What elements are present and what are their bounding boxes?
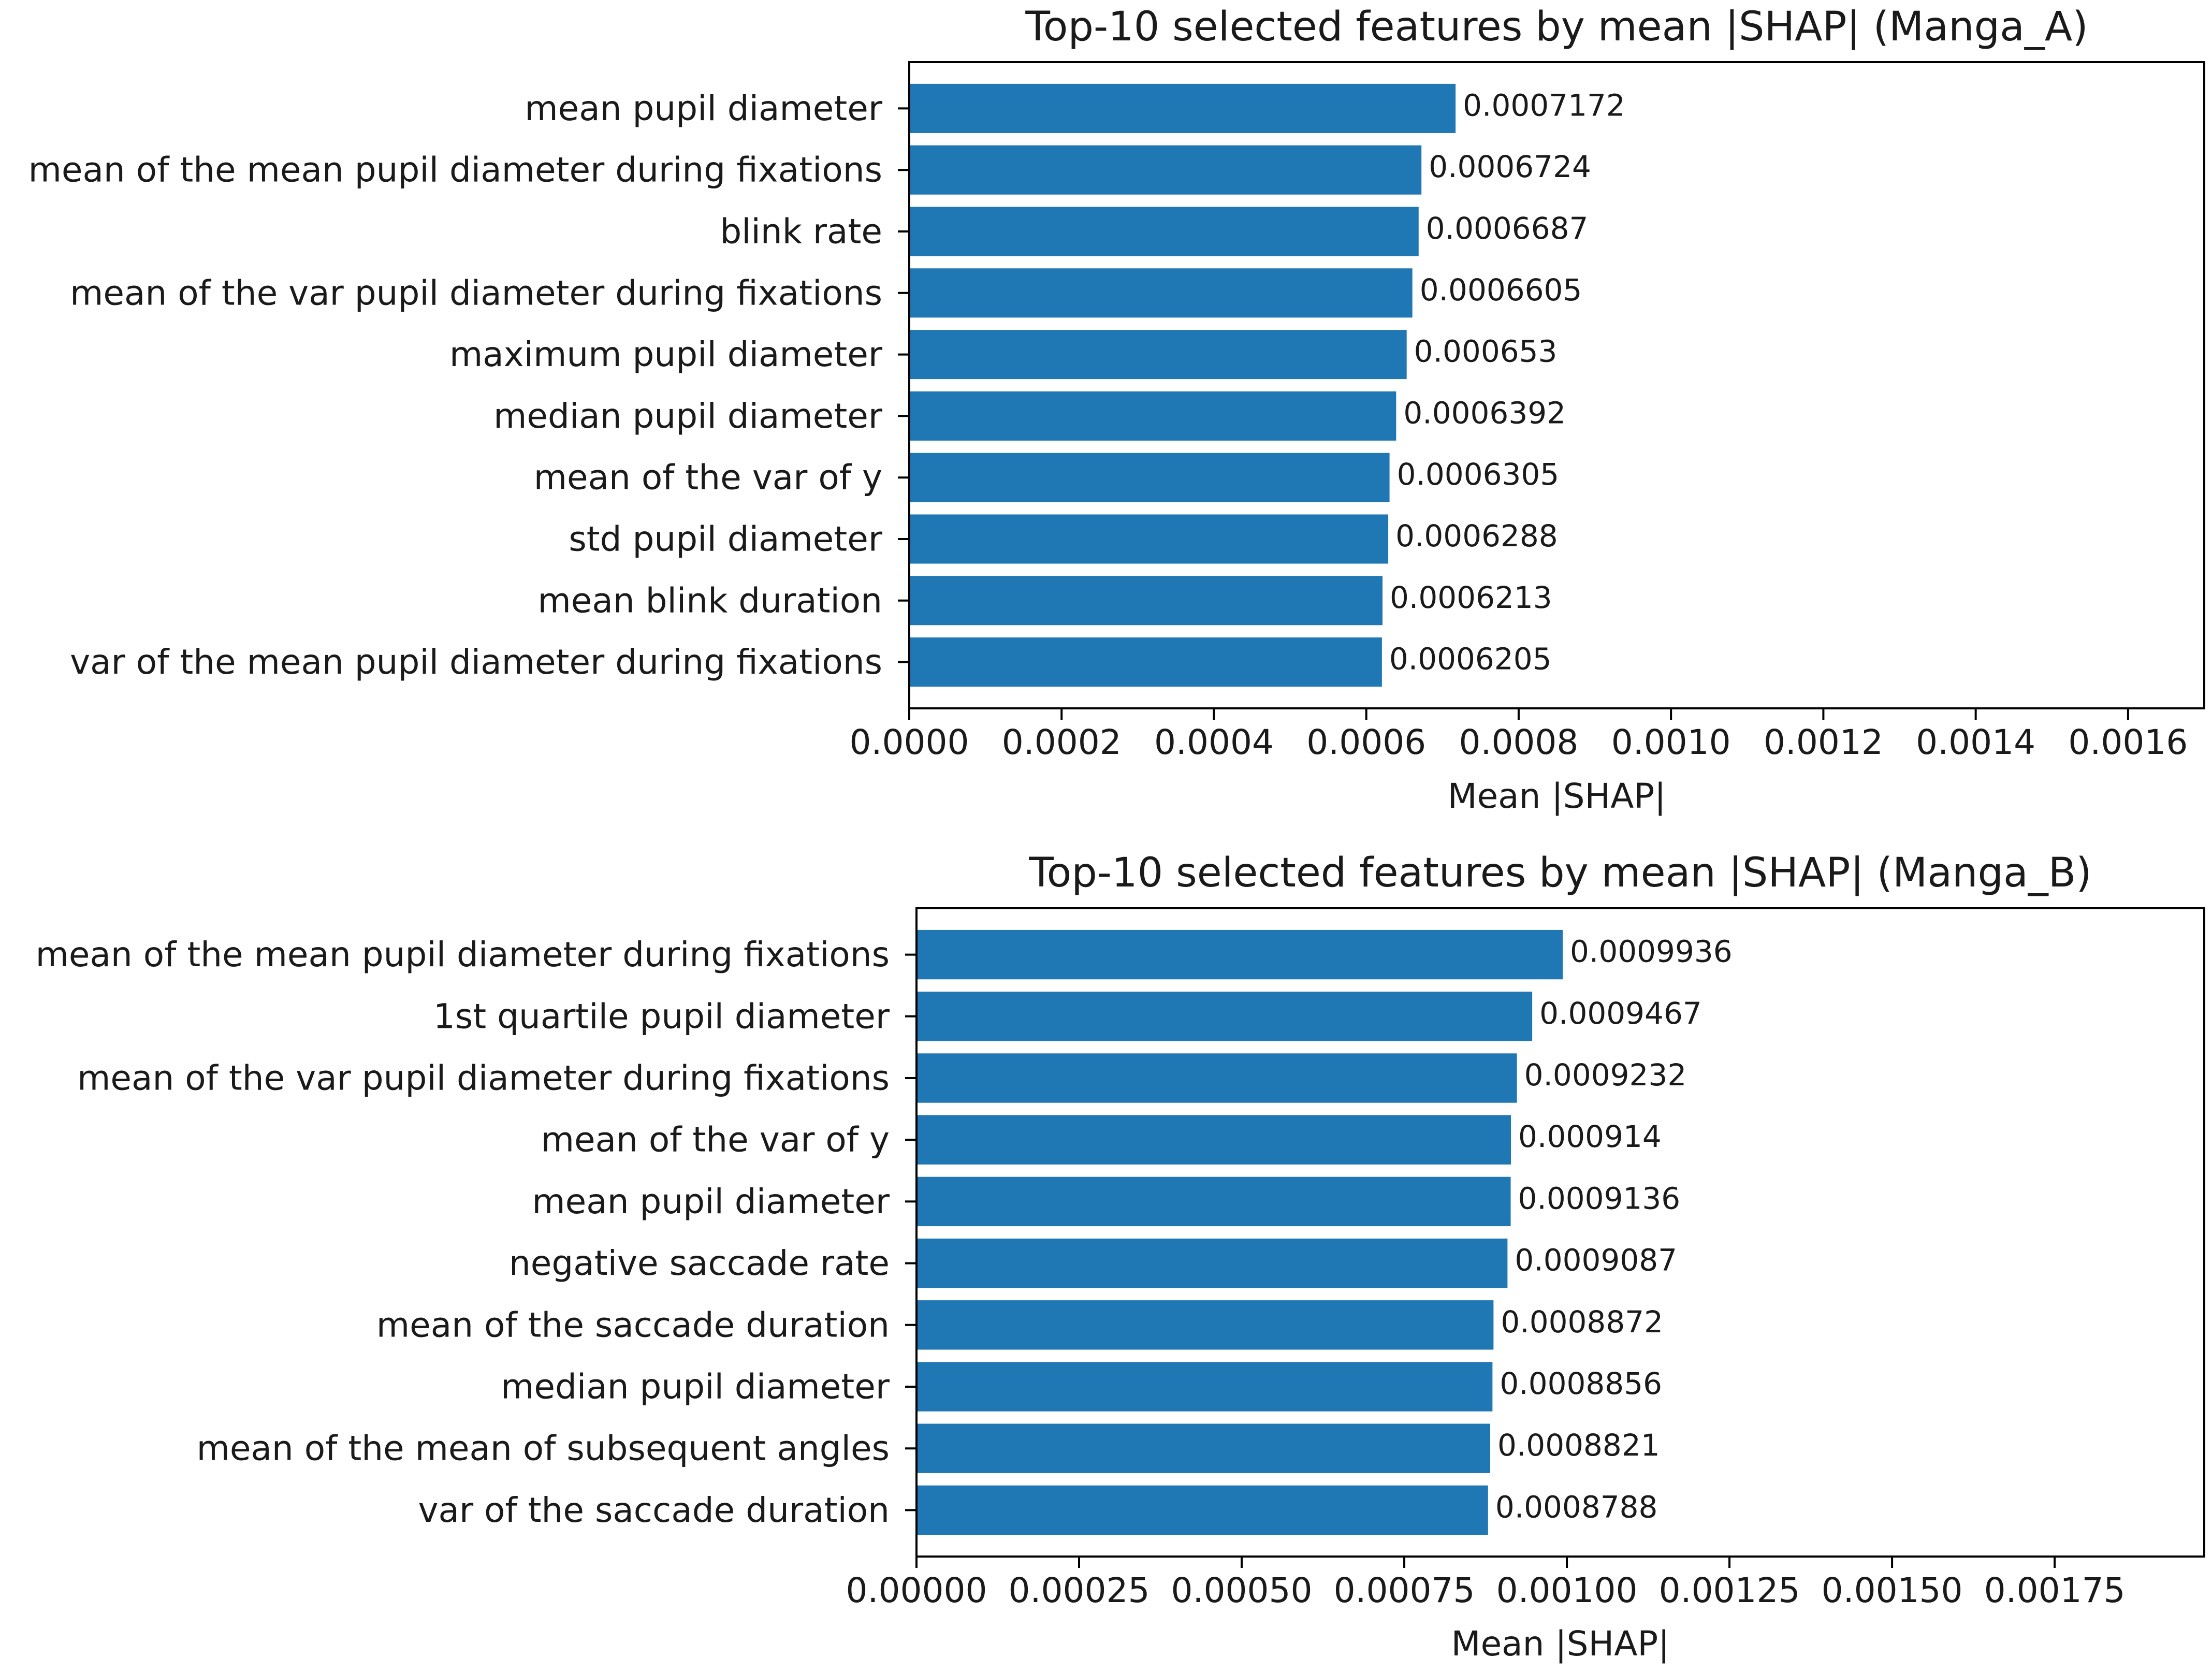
category-label: std pupil diameter <box>569 519 882 559</box>
category-label: mean of the var pupil diameter during fi… <box>77 1058 890 1098</box>
x-tick-label: 0.00025 <box>1009 1571 1150 1610</box>
category-label: mean pupil diameter <box>532 1182 890 1222</box>
chart-title: Top-10 selected features by mean |SHAP| … <box>1028 850 2092 896</box>
value-label: 0.0006213 <box>1390 580 1552 615</box>
bar <box>909 391 1396 441</box>
value-label: 0.0006288 <box>1395 518 1558 554</box>
category-label: mean of the mean pupil diameter during f… <box>36 935 890 975</box>
bar <box>909 145 1422 195</box>
x-tick-label: 0.0006 <box>1306 722 1426 762</box>
value-label: 0.0008788 <box>1495 1489 1658 1524</box>
x-tick-label: 0.0012 <box>1764 722 1883 762</box>
bar <box>909 576 1383 626</box>
category-label: mean of the saccade duration <box>376 1305 890 1345</box>
value-label: 0.0006687 <box>1426 211 1589 246</box>
x-tick-label: 0.0008 <box>1459 722 1578 762</box>
value-label: 0.0008872 <box>1501 1304 1663 1340</box>
value-label: 0.0008856 <box>1500 1366 1662 1401</box>
bar <box>916 1176 1511 1227</box>
value-label: 0.0006205 <box>1389 642 1552 677</box>
bar <box>916 1300 1494 1350</box>
x-tick-label: 0.00075 <box>1334 1571 1475 1610</box>
value-label: 0.0009232 <box>1524 1057 1687 1093</box>
value-label: 0.0006392 <box>1403 395 1566 430</box>
x-tick-label: 0.0010 <box>1611 722 1731 762</box>
category-label: var of the saccade duration <box>418 1490 890 1530</box>
category-label: mean of the var of y <box>534 458 882 498</box>
value-label: 0.000653 <box>1414 334 1558 369</box>
value-label: 0.0006305 <box>1397 457 1560 492</box>
value-label: 0.0006605 <box>1420 272 1582 308</box>
bar <box>916 1053 1517 1103</box>
category-label: mean of the mean of subsequent angles <box>197 1429 890 1469</box>
category-label: median pupil diameter <box>493 396 883 436</box>
value-label: 0.0008821 <box>1497 1428 1660 1463</box>
value-label: 0.000914 <box>1518 1119 1662 1154</box>
axes-frame <box>915 907 2205 1558</box>
category-label: negative saccade rate <box>509 1243 890 1283</box>
category-label: mean blink duration <box>538 580 882 620</box>
axes-frame <box>908 61 2205 709</box>
category-label: blink rate <box>720 212 882 252</box>
category-label: mean of the mean pupil diameter during f… <box>28 150 882 190</box>
x-tick-label: 0.00000 <box>846 1571 987 1610</box>
bar <box>909 207 1419 256</box>
x-tick-label: 0.00050 <box>1171 1571 1313 1610</box>
x-tick-label: 0.0016 <box>2068 722 2188 762</box>
bar <box>909 268 1413 318</box>
bar <box>916 992 1533 1041</box>
x-axis-label: Mean |SHAP| <box>1448 776 1666 816</box>
x-tick-label: 0.0000 <box>850 722 969 762</box>
value-label: 0.0009467 <box>1539 996 1702 1031</box>
bar <box>916 1115 1511 1165</box>
x-tick-label: 0.0002 <box>1002 722 1122 762</box>
category-label: maximum pupil diameter <box>449 335 883 374</box>
bar <box>909 83 1456 133</box>
value-label: 0.0009936 <box>1570 934 1733 969</box>
bar <box>916 929 1563 980</box>
category-label: 1st quartile pupil diameter <box>433 996 890 1036</box>
category-label: mean of the var of y <box>541 1120 890 1160</box>
x-tick-label: 0.00100 <box>1496 1571 1638 1610</box>
chart-title: Top-10 selected features by mean |SHAP| … <box>1025 4 2088 50</box>
bar <box>916 1423 1490 1473</box>
value-label: 0.0007172 <box>1463 88 1625 123</box>
x-tick-label: 0.0014 <box>1916 722 2035 762</box>
x-axis-label: Mean |SHAP| <box>1451 1624 1670 1664</box>
bar <box>916 1485 1488 1535</box>
x-tick-label: 0.0004 <box>1154 722 1274 762</box>
bar <box>916 1238 1508 1288</box>
bar <box>909 453 1390 502</box>
category-label: median pupil diameter <box>501 1367 890 1407</box>
value-label: 0.0009087 <box>1515 1243 1677 1278</box>
chart-1: mean pupil diameter 0.0007172 mean of the … <box>28 4 2205 816</box>
x-tick-label: 0.00125 <box>1659 1571 1800 1610</box>
category-label: var of the mean pupil diameter during fi… <box>70 642 882 682</box>
bar <box>909 330 1407 380</box>
x-tick-label: 0.00175 <box>1984 1571 2126 1610</box>
value-label: 0.0009136 <box>1518 1181 1681 1216</box>
bar <box>909 637 1382 687</box>
category-label: mean pupil diameter <box>525 89 882 128</box>
value-label: 0.0006724 <box>1429 149 1591 184</box>
bar <box>916 1362 1493 1412</box>
bar <box>909 514 1389 564</box>
chart-2: mean of the mean pupil diameter during f… <box>36 850 2205 1664</box>
x-tick-label: 0.00150 <box>1822 1571 1963 1610</box>
category-label: mean of the var pupil diameter during fi… <box>70 273 882 313</box>
